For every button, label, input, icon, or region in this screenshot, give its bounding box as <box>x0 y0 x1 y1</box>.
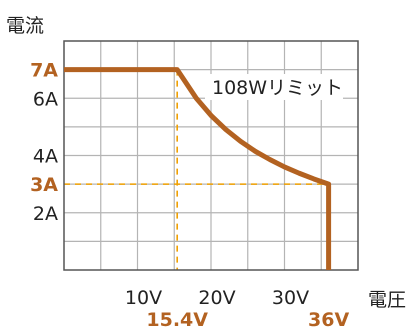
y-tick-label: 6A <box>33 88 58 110</box>
x-axis-label: 電圧 <box>368 289 406 311</box>
x-highlight-label: 36V <box>308 309 349 329</box>
output-limit-curve <box>64 67 332 270</box>
x-highlight-label: 15.4V <box>146 309 208 329</box>
reference-lines <box>64 69 329 270</box>
y-axis-label: 電流 <box>6 15 44 37</box>
power-limit-annotation: 108Wリミット <box>212 77 343 99</box>
x-tick-label: 10V <box>125 287 162 309</box>
y-tick-label: 4A <box>33 146 58 168</box>
plot-frame <box>63 40 359 271</box>
x-tick-label: 30V <box>272 287 309 309</box>
x-tick-label: 20V <box>198 287 235 309</box>
y-highlight-label: 3A <box>30 174 58 196</box>
y-highlight-label: 7A <box>30 60 58 82</box>
y-tick-label: 2A <box>33 203 58 225</box>
label-layer: 2A 4A 6A 10V 20V 30V 7A 3A 15.4V 36V <box>30 60 349 329</box>
series-layer <box>64 67 332 270</box>
annotation-background <box>205 74 343 100</box>
